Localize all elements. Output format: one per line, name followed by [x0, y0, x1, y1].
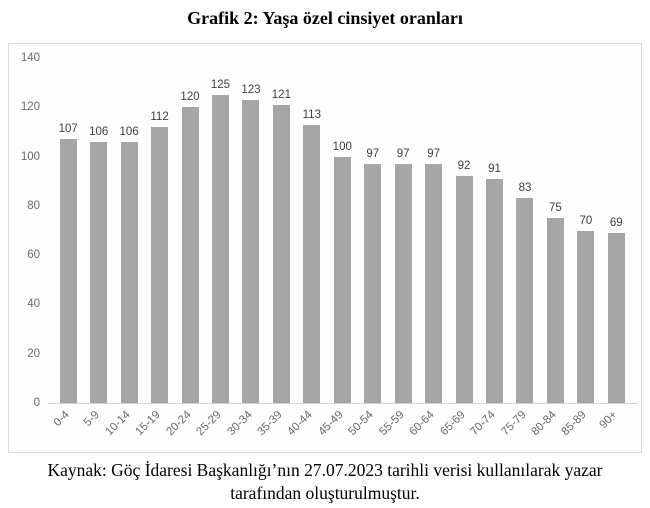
x-axis-category-label: 55-59 — [377, 408, 407, 439]
bar-value-label: 69 — [609, 216, 623, 229]
x-axis-category-label: 15-19 — [133, 408, 163, 439]
bar — [364, 163, 382, 403]
bar-value-label: 106 — [119, 125, 139, 138]
x-axis-category-label: 10-14 — [103, 408, 133, 439]
bar — [59, 139, 77, 403]
chart-title: Grafik 2: Yaşa özel cinsiyet oranları — [187, 8, 463, 28]
bar-value-label: 92 — [457, 160, 471, 173]
bar — [211, 94, 229, 403]
bar — [455, 176, 473, 403]
bar — [394, 163, 412, 403]
bar — [333, 156, 351, 403]
y-axis-tick-label: 40 — [27, 298, 40, 311]
x-axis-category-label: 60-64 — [407, 408, 437, 439]
source-note-line2: tarafından oluşturulmuştur. — [230, 483, 420, 503]
bar-value-label: 107 — [58, 123, 78, 136]
x-axis-category-label: 5-9 — [81, 408, 102, 430]
bar — [425, 163, 443, 403]
bar — [90, 141, 108, 403]
x-axis-category-label: 35-39 — [255, 408, 285, 439]
bar-value-label: 120 — [180, 91, 200, 104]
x-axis-category-label: 45-49 — [316, 408, 346, 439]
x-axis-category-label: 0-4 — [51, 408, 72, 430]
bar-value-label: 97 — [396, 147, 410, 160]
x-axis-category-label: 25-29 — [194, 408, 224, 439]
x-axis-category-label: 75-79 — [498, 408, 529, 439]
bar — [303, 124, 321, 403]
bar — [151, 127, 169, 403]
bar — [607, 232, 625, 403]
x-axis-category-label: 65-69 — [438, 408, 468, 439]
bar — [242, 99, 260, 403]
bar — [546, 218, 564, 403]
bar-value-label: 113 — [302, 108, 321, 121]
bar-value-label: 106 — [89, 125, 109, 138]
x-axis-category-label: 90+ — [597, 408, 620, 432]
x-axis-category-label: 40-44 — [285, 408, 316, 439]
x-axis-category-label: 80-84 — [529, 408, 559, 439]
y-axis-tick-label: 60 — [27, 249, 40, 262]
bar-value-label: 112 — [150, 111, 169, 123]
y-axis-tick-label: 100 — [20, 150, 40, 163]
x-axis-category-label: 70-74 — [468, 408, 498, 439]
source-note: Kaynak: Göç İdaresi Başkanlığı’nın 27.07… — [0, 459, 650, 505]
y-axis-tick-label: 0 — [33, 397, 40, 409]
x-axis-category-label: 30-34 — [224, 408, 255, 439]
bar-value-label: 97 — [366, 147, 380, 160]
bar — [486, 178, 504, 403]
x-axis-category-label: 85-89 — [559, 408, 590, 439]
y-axis-tick-label: 120 — [20, 101, 40, 114]
x-axis-category-label: 50-54 — [346, 408, 377, 439]
chart-area: 0 20 40 60 80 100 120 140 107 0-4 106 5-9 106 10-14 11… — [8, 43, 642, 453]
bar-value-label: 125 — [210, 78, 231, 91]
bar — [181, 107, 199, 403]
plot-area: 0 20 40 60 80 100 120 140 107 0-4 106 5-9 106 10-14 11… — [9, 44, 641, 452]
y-axis-tick-label: 80 — [27, 199, 40, 212]
bar-value-label: 75 — [549, 202, 562, 215]
bar — [120, 141, 138, 403]
bar-value-label: 83 — [518, 182, 532, 195]
bar — [272, 104, 290, 403]
bar-value-label: 100 — [332, 140, 352, 153]
bar-value-label: 123 — [241, 83, 261, 96]
y-axis-tick-label: 140 — [20, 52, 40, 64]
bar-value-label: 121 — [271, 88, 291, 101]
y-axis-tick-label: 20 — [27, 347, 40, 360]
bar — [516, 198, 534, 403]
bar — [577, 230, 595, 403]
x-axis-line — [48, 403, 637, 404]
source-note-line1: Kaynak: Göç İdaresi Başkanlığı’nın 27.07… — [47, 460, 603, 480]
bar-value-label: 91 — [488, 162, 501, 175]
x-axis-category-label: 20-24 — [164, 408, 194, 439]
bar-value-label: 97 — [427, 147, 441, 160]
bar-value-label: 70 — [579, 214, 593, 227]
